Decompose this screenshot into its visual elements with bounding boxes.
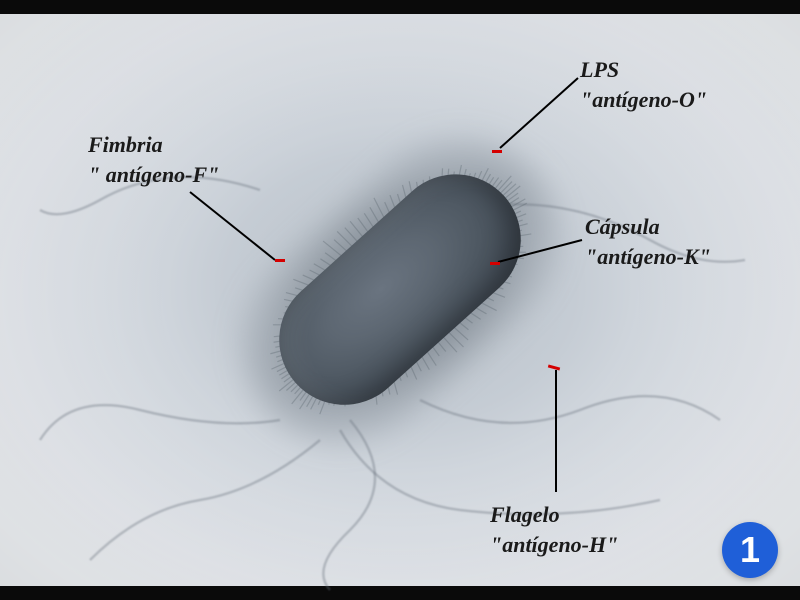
leader-tip bbox=[492, 150, 502, 153]
leader-tip bbox=[275, 259, 285, 262]
label-fimbria: Fimbria " antígeno-F" bbox=[88, 130, 219, 189]
label-text: "antígeno-K" bbox=[585, 242, 711, 272]
label-text: Cápsula bbox=[585, 212, 711, 242]
label-text: "antígeno-O" bbox=[580, 85, 707, 115]
leader-tip bbox=[490, 262, 500, 265]
label-text: LPS bbox=[580, 55, 707, 85]
label-lps: LPS "antígeno-O" bbox=[580, 55, 707, 114]
channel-logo: 1 bbox=[722, 522, 778, 578]
label-text: " antígeno-F" bbox=[88, 160, 219, 190]
logo-text: 1 bbox=[740, 529, 760, 571]
label-text: Flagelo bbox=[490, 500, 618, 530]
label-text: "antígeno-H" bbox=[490, 530, 618, 560]
label-flagelo: Flagelo "antígeno-H" bbox=[490, 500, 618, 559]
label-text: Fimbria bbox=[88, 130, 219, 160]
label-capsula: Cápsula "antígeno-K" bbox=[585, 212, 711, 271]
